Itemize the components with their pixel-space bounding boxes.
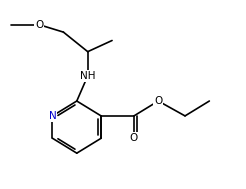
Text: O: O xyxy=(35,20,43,30)
Text: O: O xyxy=(130,133,138,143)
Text: N: N xyxy=(49,111,56,121)
Text: O: O xyxy=(154,96,162,106)
Text: NH: NH xyxy=(80,71,95,81)
